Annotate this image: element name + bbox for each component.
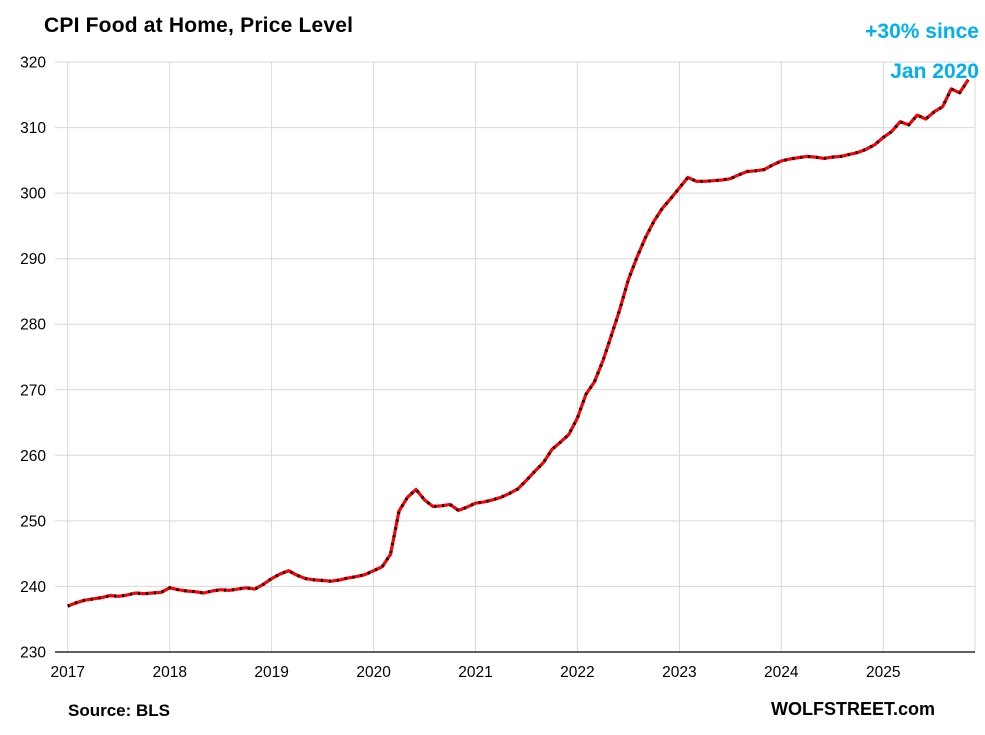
y-axis-tick-label: 240	[20, 579, 46, 596]
y-axis-tick-label: 310	[20, 120, 46, 137]
series-line-dash-overlay	[67, 78, 970, 608]
series-line	[67, 78, 970, 608]
y-axis-tick-label: 250	[20, 513, 46, 530]
branding-label: WOLFSTREET.com	[770, 699, 935, 719]
y-axis-tick-label: 270	[20, 382, 46, 399]
y-axis-tick-label: 280	[20, 317, 46, 334]
gridlines	[55, 61, 976, 653]
chart-title: CPI Food at Home, Price Level	[44, 14, 354, 37]
x-axis-tick-label: 2023	[662, 664, 696, 681]
x-axis-tick-label: 2019	[254, 664, 288, 681]
annotation-line-2: Jan 2020	[890, 60, 979, 83]
chart-annotation: +30% since Jan 2020	[865, 12, 979, 92]
annotation-line-1: +30% since	[865, 20, 979, 43]
y-axis-tick-label: 290	[20, 251, 46, 268]
x-axis-tick-label: 2020	[356, 664, 391, 681]
x-axis-tick-label: 2022	[560, 664, 594, 681]
y-axis-tick-label: 260	[20, 448, 46, 465]
y-axis-tick-label: 230	[20, 645, 46, 662]
source-label: Source: BLS	[68, 701, 171, 720]
x-axis-tick-label: 2018	[152, 664, 186, 681]
x-axis-tick-label: 2021	[458, 664, 492, 681]
x-axis-tick-label: 2025	[866, 664, 900, 681]
x-axis-tick-label: 2017	[50, 664, 84, 681]
y-axis-tick-label: 320	[20, 55, 46, 72]
x-axis-tick-label: 2024	[764, 664, 799, 681]
y-axis-tick-label: 300	[20, 186, 46, 203]
